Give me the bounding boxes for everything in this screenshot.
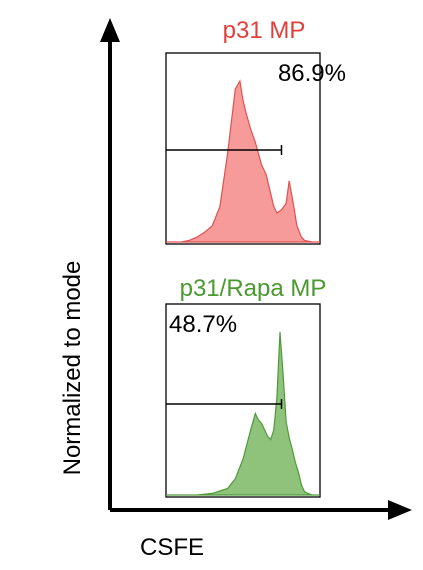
top-gate-percentage: 86.9%: [278, 60, 346, 87]
x-axis-label: CSFE: [140, 534, 204, 561]
bottom-gate-percentage: 48.7%: [169, 311, 237, 338]
bottom-histogram-area: [166, 331, 320, 496]
top-histogram-area: [166, 79, 320, 243]
bottom-panel: p31/Rapa MP 48.7%: [165, 275, 327, 498]
bottom-panel-title: p31/Rapa MP: [180, 275, 327, 302]
x-axis-arrowhead: [388, 500, 412, 520]
bottom-panel-frame: [165, 303, 321, 498]
main-axes: [100, 18, 412, 520]
y-axis-label: Normalized to mode: [59, 261, 86, 476]
top-panel-frame: [165, 52, 321, 245]
y-axis-arrowhead: [100, 18, 120, 42]
top-panel: p31 MP 86.9%: [165, 17, 346, 245]
top-panel-title: p31 MP: [223, 17, 306, 44]
